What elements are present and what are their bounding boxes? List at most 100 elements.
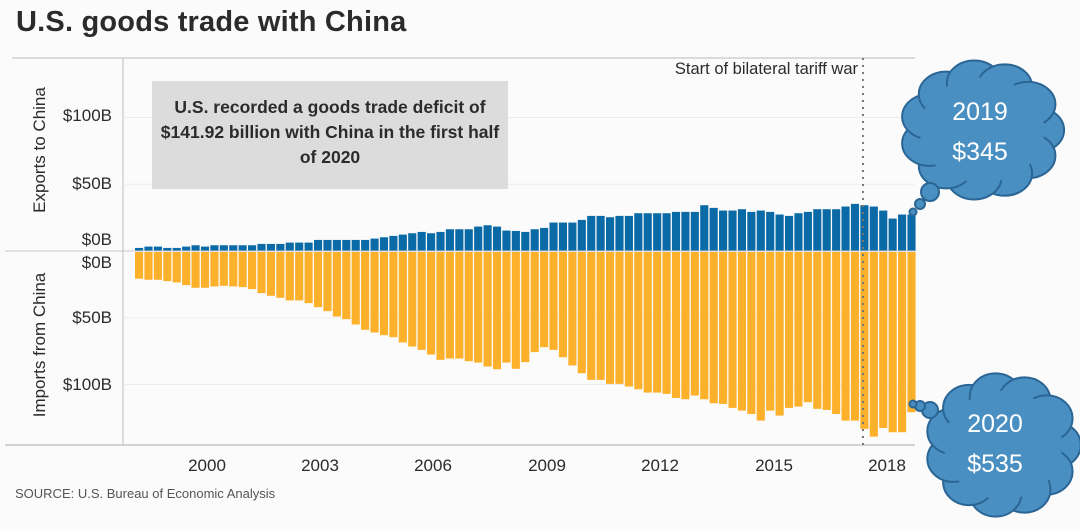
export-bar (671, 211, 681, 251)
export-bar (295, 242, 304, 251)
x-tick-label: 2000 (188, 456, 226, 475)
import-bar (351, 252, 360, 325)
import-bar (285, 252, 294, 301)
export-bar (323, 239, 332, 251)
import-bar (756, 252, 765, 421)
export-bar (813, 209, 822, 251)
import-bar (135, 252, 144, 279)
import-bar (492, 252, 502, 370)
export-bar (728, 210, 737, 251)
export-bar (483, 225, 492, 251)
import-bar (634, 252, 643, 390)
import-bar (549, 252, 558, 350)
export-bar (719, 210, 728, 251)
import-bar (379, 252, 389, 336)
import-bar (719, 252, 728, 404)
import-bar (700, 252, 709, 400)
export-bar (841, 206, 850, 251)
export-bar (662, 213, 671, 251)
import-bar (436, 252, 445, 360)
y-tick-label: $50B (72, 174, 112, 193)
import-bar (803, 252, 812, 403)
export-bar (521, 231, 530, 251)
import-bar (521, 252, 530, 363)
export-bar (445, 229, 454, 251)
import-bar (323, 252, 332, 312)
export-bar (606, 217, 615, 251)
import-bar (728, 252, 737, 408)
callout-value: $535 (967, 450, 1023, 478)
import-bar (898, 252, 907, 433)
export-bar (257, 243, 266, 251)
callout-year: 2020 (967, 410, 1023, 438)
export-bar (172, 247, 181, 251)
callout-cloud-2019 (901, 59, 1066, 217)
export-bar (832, 209, 841, 251)
export-bar (803, 211, 812, 251)
import-bar (304, 252, 313, 304)
export-bar (558, 222, 568, 251)
import-bar (794, 252, 803, 407)
export-bar (549, 222, 558, 251)
import-bar (200, 252, 210, 288)
export-bar (361, 239, 370, 251)
import-bar (332, 252, 341, 317)
import-bar (210, 252, 219, 287)
x-tick-label: 2003 (301, 456, 339, 475)
export-bar (794, 213, 803, 251)
import-bar (671, 252, 681, 398)
import-bar (558, 252, 568, 358)
export-bar (643, 213, 652, 251)
export-bar (624, 215, 633, 251)
import-bar (361, 252, 370, 330)
import-bar (841, 252, 850, 421)
export-bar (455, 229, 464, 251)
import-bar (248, 252, 257, 290)
y-tick-label: $100B (62, 375, 112, 394)
import-bar (408, 252, 417, 347)
export-bar (860, 205, 869, 251)
export-bar (342, 239, 351, 251)
export-bar (756, 210, 765, 251)
export-bar (370, 238, 379, 251)
y-tick-label: $100B (62, 106, 112, 125)
import-bar (869, 252, 878, 437)
export-bar (634, 213, 643, 251)
export-bar (408, 233, 417, 251)
import-bar (766, 252, 775, 411)
import-bar (163, 252, 172, 282)
import-bar (502, 252, 511, 363)
callout-2019-text: 2019 $345 (930, 92, 1030, 172)
y-axis-title-exports: Exports to China (30, 87, 49, 213)
x-tick-label: 2009 (528, 456, 566, 475)
export-bar (229, 245, 238, 251)
callout-cloud-2020 (908, 372, 1080, 518)
export-bar (182, 246, 191, 251)
source-note: SOURCE: U.S. Bureau of Economic Analysis (15, 486, 276, 501)
import-bar (540, 252, 549, 348)
import-bar (850, 252, 860, 421)
import-bar (530, 252, 539, 353)
export-bar (163, 247, 172, 251)
import-bar (342, 252, 351, 320)
export-bar (135, 247, 144, 251)
export-bar (775, 214, 784, 251)
export-bar (427, 233, 436, 251)
export-bar (587, 215, 596, 251)
export-bar (530, 229, 539, 251)
import-bar (257, 252, 266, 294)
export-bar (822, 209, 831, 251)
export-bar (869, 206, 878, 251)
export-bar (577, 219, 586, 251)
import-bar (653, 252, 662, 393)
import-bar (907, 252, 916, 413)
import-bar (587, 252, 596, 380)
import-bar (417, 252, 426, 350)
export-bar (153, 246, 162, 251)
export-bar (540, 227, 549, 251)
import-bar (182, 252, 191, 286)
import-bar (860, 252, 869, 429)
import-bar (737, 252, 746, 411)
import-bar (464, 252, 473, 362)
